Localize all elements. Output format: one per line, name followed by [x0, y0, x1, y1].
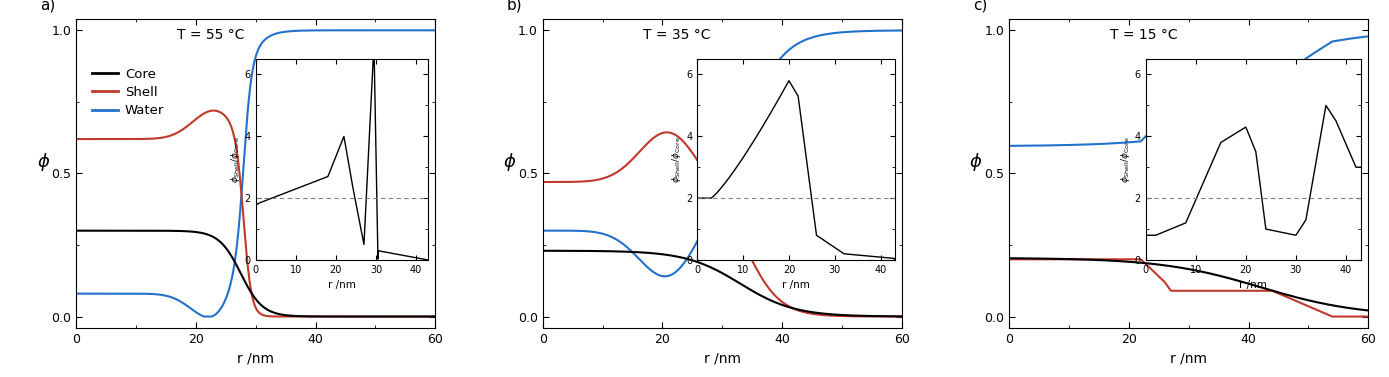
- Text: b): b): [507, 0, 522, 13]
- X-axis label: r /nm: r /nm: [704, 351, 740, 365]
- Text: T = 55 °C: T = 55 °C: [176, 28, 244, 42]
- Y-axis label: $\phi$: $\phi$: [503, 152, 517, 173]
- X-axis label: r /nm: r /nm: [1171, 351, 1207, 365]
- Legend: Core, Shell, Water: Core, Shell, Water: [86, 63, 169, 123]
- X-axis label: r /nm: r /nm: [238, 351, 274, 365]
- Y-axis label: $\phi$: $\phi$: [36, 152, 50, 173]
- Text: T = 35 °C: T = 35 °C: [643, 28, 711, 42]
- Text: a): a): [40, 0, 56, 13]
- Text: T = 15 °C: T = 15 °C: [1110, 28, 1178, 42]
- Y-axis label: $\phi$: $\phi$: [970, 152, 983, 173]
- Text: c): c): [974, 0, 988, 13]
